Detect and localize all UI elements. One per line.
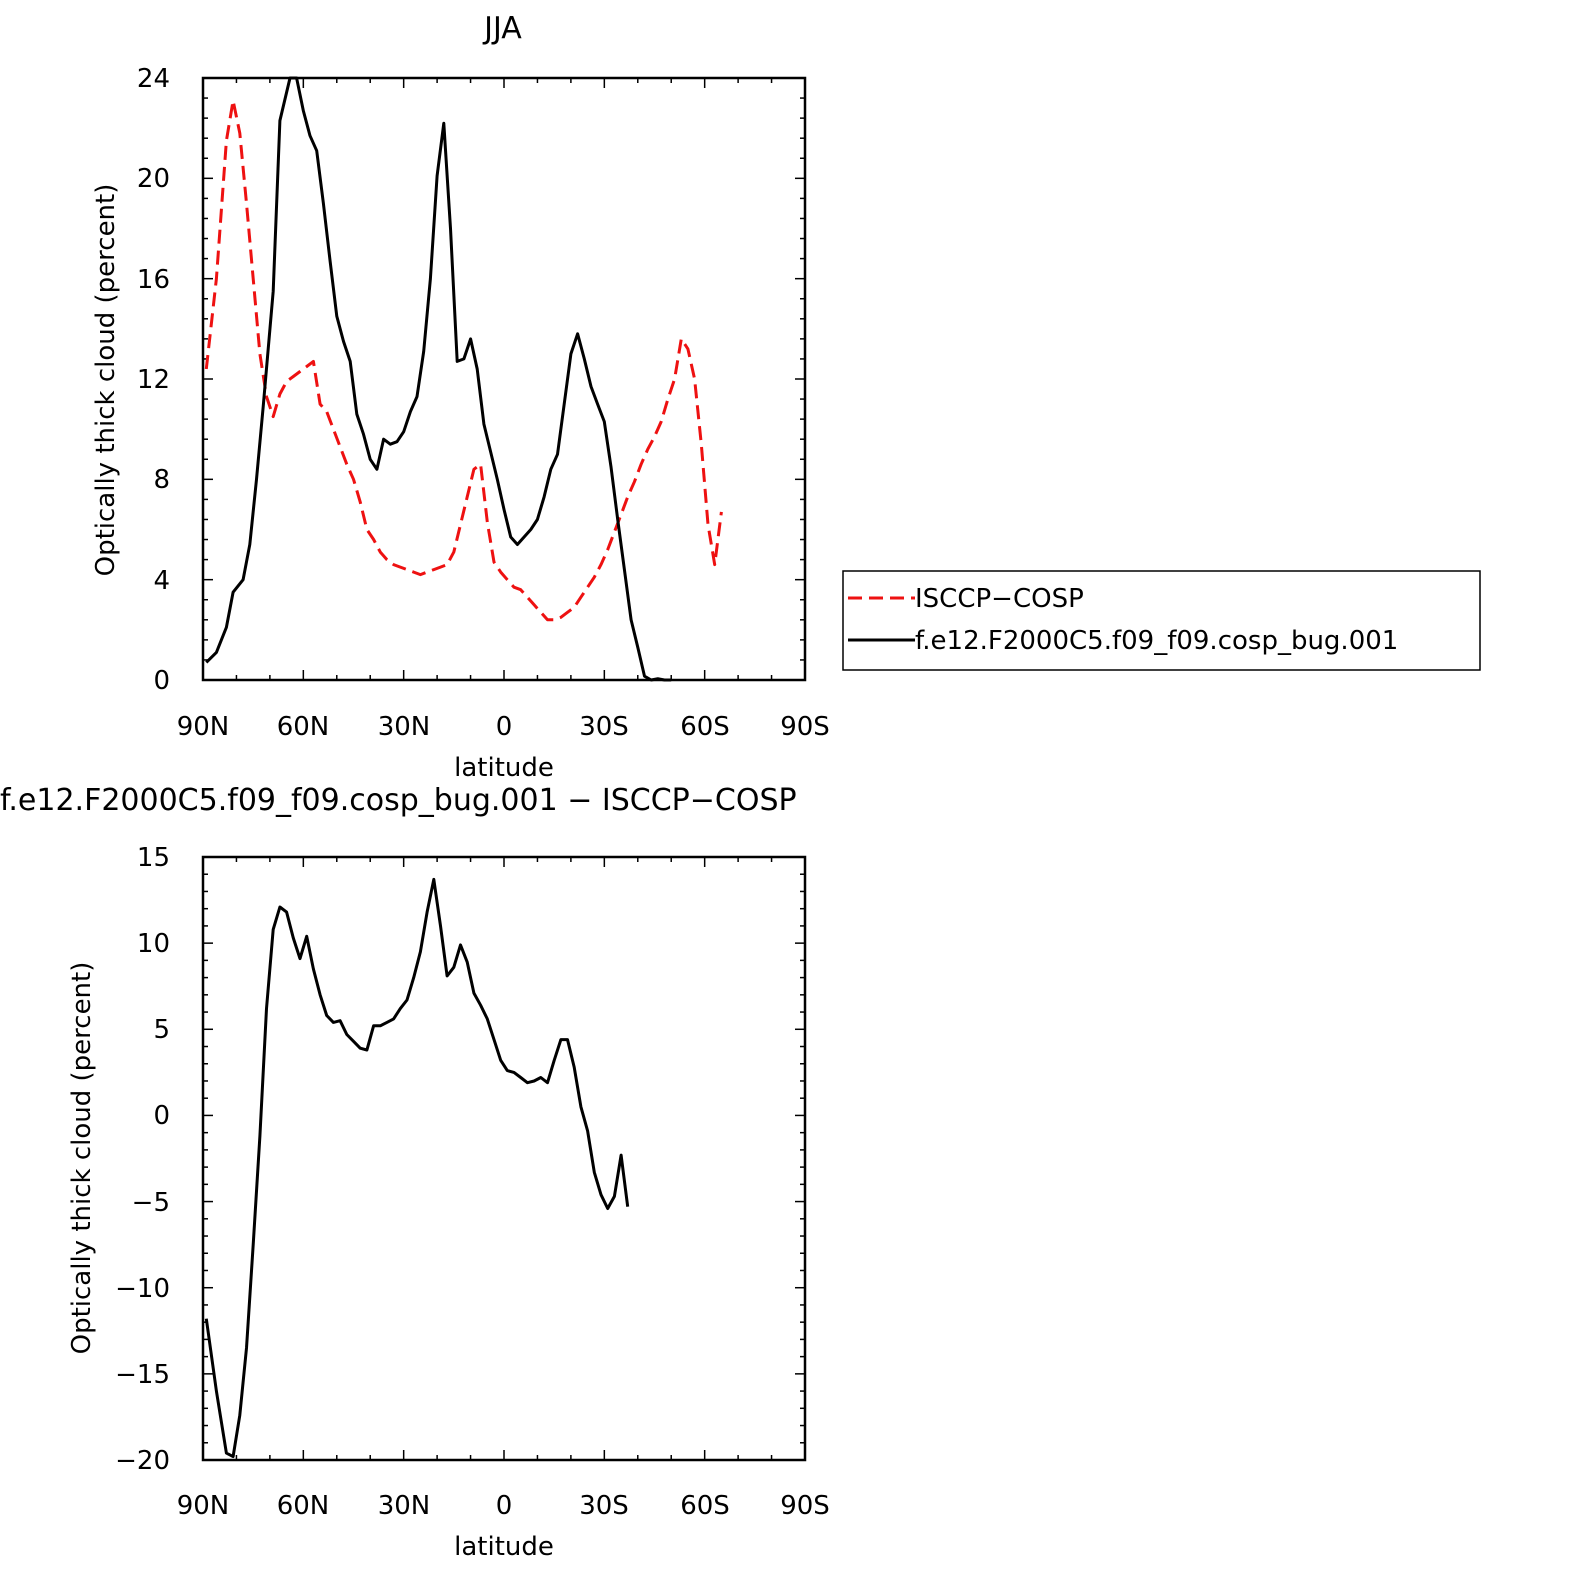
bottom-y-tick-label-0: 0 — [153, 1101, 170, 1131]
bottom-chart: f.e12.F2000C5.f09_f09.cosp_bug.001 − ISC… — [0, 783, 830, 1562]
bottom-plot-frame — [201, 855, 807, 1462]
bottom-x-tick-label-30S: 30S — [579, 1491, 629, 1521]
legend-label-model: f.e12.F2000C5.f09_f09.cosp_bug.001 — [915, 626, 1398, 656]
top-series-line-model-1 — [205, 76, 672, 682]
top-series-line-obs-0 — [204, 99, 723, 622]
bottom-y-tick-label-5: 5 — [153, 1015, 170, 1045]
bottom-x-tick-label-60S: 60S — [680, 1491, 730, 1521]
top-x-tick-label-60N: 60N — [277, 712, 330, 742]
top-x-tick-label-30S: 30S — [579, 712, 629, 742]
top-ticks — [202, 77, 806, 681]
top-y-tick-label-8: 8 — [153, 465, 170, 495]
bottom-y-tick-label-m5: −5 — [132, 1188, 170, 1218]
top-y-tick-labels: 0 4 8 12 16 20 24 — [137, 64, 170, 696]
bottom-y-tick-labels: −20 −15 −10 −5 0 5 10 15 — [115, 843, 170, 1476]
bottom-y-axis-label: Optically thick cloud (percent) — [67, 962, 97, 1355]
bottom-y-tick-label-m15: −15 — [115, 1360, 170, 1390]
bottom-x-tick-label-60N: 60N — [277, 1491, 330, 1521]
top-x-tick-label-30N: 30N — [378, 712, 431, 742]
top-x-tick-label-0: 0 — [496, 712, 513, 742]
bottom-y-tick-label-10: 10 — [137, 929, 170, 959]
top-x-axis-label: latitude — [454, 753, 554, 783]
top-y-tick-label-0: 0 — [153, 666, 170, 696]
top-y-tick-label-16: 16 — [137, 265, 170, 295]
bottom-series-line-model-0 — [204, 877, 630, 1459]
top-y-tick-label-4: 4 — [153, 566, 170, 596]
top-legend: ISCCP−COSP f.e12.F2000C5.f09_f09.cosp_bu… — [842, 570, 1481, 671]
bottom-y-tick-label-m20: −20 — [115, 1446, 170, 1476]
top-plot-frame — [201, 76, 807, 682]
top-y-tick-label-24: 24 — [137, 64, 170, 94]
bottom-y-tick-label-m10: −10 — [115, 1274, 170, 1304]
top-y-axis-label: Optically thick cloud (percent) — [91, 184, 121, 577]
bottom-x-tick-labels: 90N 60N 30N 0 30S 60S 90S — [177, 1491, 830, 1521]
bottom-y-tick-label-15: 15 — [137, 843, 170, 873]
top-chart-title: JJA — [482, 11, 522, 46]
bottom-x-tick-label-90N: 90N — [177, 1491, 230, 1521]
legend-label-obs: ISCCP−COSP — [915, 584, 1084, 614]
top-chart: JJA 90N 60N 30N 0 30S 60S 90S 0 4 8 12 1… — [91, 11, 1481, 783]
top-x-tick-label-60S: 60S — [680, 712, 730, 742]
bottom-x-tick-label-30N: 30N — [378, 1491, 431, 1521]
top-series — [204, 76, 723, 682]
bottom-chart-title: f.e12.F2000C5.f09_f09.cosp_bug.001 − ISC… — [0, 783, 797, 818]
top-x-tick-labels: 90N 60N 30N 0 30S 60S 90S — [177, 712, 830, 742]
bottom-x-tick-label-0: 0 — [496, 1491, 513, 1521]
bottom-x-axis-label: latitude — [454, 1532, 554, 1562]
bottom-ticks — [202, 856, 806, 1461]
top-x-tick-label-90S: 90S — [780, 712, 830, 742]
top-y-tick-label-20: 20 — [137, 164, 170, 194]
bottom-series — [204, 877, 630, 1459]
bottom-x-tick-label-90S: 90S — [780, 1491, 830, 1521]
top-y-tick-label-12: 12 — [137, 365, 170, 395]
top-x-tick-label-90N: 90N — [177, 712, 230, 742]
legend-box — [842, 570, 1481, 671]
